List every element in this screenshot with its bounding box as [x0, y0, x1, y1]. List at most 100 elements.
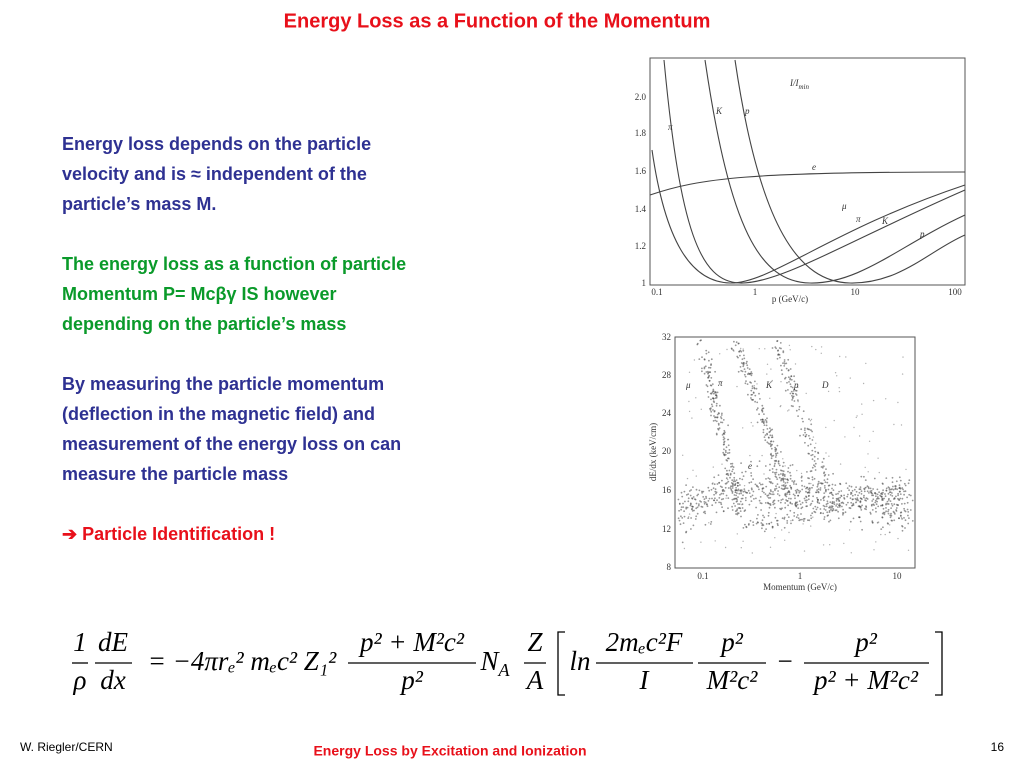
- scatter-dot: [740, 462, 742, 464]
- scatter-dot: [826, 500, 829, 503]
- scatter-dot: [730, 489, 733, 492]
- scatter-dot: [739, 484, 741, 486]
- scatter-dot: [725, 477, 728, 480]
- scatter-dot: [793, 483, 795, 485]
- band-label: e: [748, 461, 752, 471]
- scatter-dot: [787, 389, 789, 391]
- scatter-dot: [761, 523, 764, 525]
- scatter-dot: [814, 450, 817, 453]
- scatter-dot: [835, 505, 837, 507]
- scatter-dot: [678, 519, 681, 522]
- scatter-dot: [767, 501, 769, 504]
- scatter-dot: [901, 525, 903, 527]
- scatter-dot: [724, 467, 727, 470]
- x-tick-label: 0.1: [651, 287, 662, 297]
- scatter-dot: [782, 479, 785, 481]
- scatter-dot: [815, 442, 817, 444]
- scatter-dot: [891, 504, 894, 507]
- page-number: 16: [991, 740, 1005, 754]
- scatter-dot: [738, 492, 741, 495]
- scatter-dot: [727, 497, 730, 499]
- scatter-dot: [797, 399, 799, 402]
- scatter-dot: [904, 527, 906, 529]
- scatter-dot: [825, 503, 828, 506]
- scatter-dot: [805, 490, 807, 493]
- scatter-dot: [783, 518, 786, 520]
- scatter-dot: [704, 523, 707, 526]
- scatter-dot: [711, 391, 714, 394]
- scatter-dot: [750, 421, 752, 424]
- scatter-dot: [805, 501, 808, 504]
- scatter-dot: [823, 474, 826, 477]
- scatter-dot: [866, 490, 869, 493]
- scatter-dot: [880, 533, 882, 536]
- scatter-dot: [711, 383, 714, 385]
- x-tick-label: 100: [948, 287, 962, 297]
- scatter-dot: [744, 382, 747, 385]
- scatter-dot: [782, 470, 785, 473]
- scatter-dot: [889, 514, 892, 517]
- scatter-dot: [755, 522, 758, 525]
- scatter-dot: [872, 488, 874, 490]
- frac-den: ρ: [73, 665, 87, 695]
- scatter-dot: [897, 537, 899, 540]
- scatter-dot: [688, 513, 691, 515]
- scatter-dot: [754, 483, 757, 486]
- scatter-dot: [736, 482, 739, 484]
- scatter-dot: [717, 427, 719, 430]
- scatter-dot: [890, 503, 893, 505]
- scatter-dot: [731, 492, 734, 494]
- scatter-dot: [762, 431, 765, 434]
- scatter-dot: [742, 349, 745, 352]
- frac-den: A: [525, 665, 544, 695]
- avogadro: NA: [479, 646, 510, 680]
- scatter-dot: [887, 492, 890, 495]
- scatter-dot: [874, 499, 877, 502]
- scatter-dot: [695, 507, 698, 510]
- scatter-dot: [855, 416, 857, 419]
- scatter-dot: [690, 489, 692, 491]
- scatter-dot: [737, 356, 739, 359]
- scatter-dot: [899, 497, 902, 500]
- scatter-dot: [728, 458, 730, 460]
- scatter-dot: [864, 497, 866, 500]
- scatter-dot: [712, 390, 715, 393]
- scatter-dot: [683, 547, 686, 550]
- scatter-dot: [790, 378, 793, 381]
- scatter-dot: [774, 462, 776, 465]
- scatter-dot: [839, 355, 841, 358]
- scatter-dot: [790, 405, 793, 407]
- scatter-dot: [766, 417, 768, 420]
- scatter-dot: [812, 507, 815, 510]
- scatter-dot: [886, 500, 889, 503]
- scatter-dot: [729, 487, 732, 489]
- slide-title: Energy Loss as a Function of the Momentu…: [284, 10, 711, 32]
- scatter-dot: [898, 484, 901, 487]
- scatter-dot: [787, 410, 789, 412]
- scatter-dot: [797, 517, 800, 519]
- scatter-dot: [863, 490, 866, 493]
- scatter-dot: [882, 526, 884, 529]
- x-axis-label: Momentum (GeV/c): [763, 582, 837, 592]
- scatter-dot: [860, 475, 863, 478]
- scatter-dot: [718, 501, 720, 504]
- scatter-dot: [687, 517, 690, 519]
- scatter-dot: [802, 520, 805, 522]
- scatter-dot: [757, 514, 759, 516]
- scatter-dot: [755, 387, 758, 390]
- scatter-dot: [804, 441, 806, 444]
- scatter-dot: [784, 478, 786, 480]
- scatter-dot: [684, 500, 686, 503]
- scatter-dot: [688, 371, 691, 373]
- y-tick-label: 32: [662, 332, 671, 342]
- scatter-dot: [736, 512, 739, 514]
- scatter-dot: [826, 481, 829, 484]
- scatter-dot: [816, 489, 818, 491]
- scatter-dot: [727, 507, 729, 510]
- scatter-dot: [721, 490, 724, 493]
- scatter-dot: [705, 352, 708, 355]
- scatter-dot: [789, 392, 792, 395]
- scatter-dot: [705, 349, 708, 352]
- scatter-dot: [829, 544, 831, 546]
- scatter-dot: [799, 490, 802, 493]
